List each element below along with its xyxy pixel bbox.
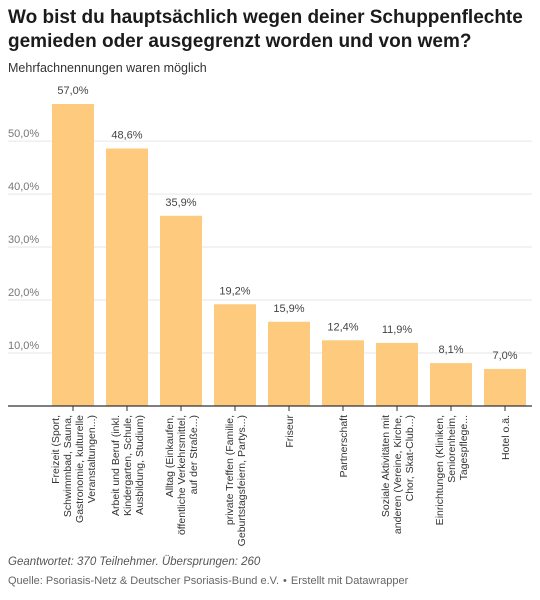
chart-title: Wo bist du hauptsächlich wegen deiner Sc… xyxy=(8,7,523,52)
x-tick-label: Freizeit (Sport,Schwimmbad, Sauna,Gastro… xyxy=(50,415,98,523)
source-separator: • xyxy=(283,575,287,587)
value-label: 8,1% xyxy=(438,344,463,356)
x-tick-label: Partnerschaft xyxy=(338,415,350,478)
y-tick-label: 50,0% xyxy=(8,128,39,140)
bar[interactable] xyxy=(376,342,418,406)
bar[interactable] xyxy=(160,215,202,406)
datawrapper-credit[interactable]: Erstellt mit Datawrapper xyxy=(290,575,409,587)
value-label: 7,0% xyxy=(492,350,517,362)
bar[interactable] xyxy=(106,148,148,407)
bar[interactable] xyxy=(52,104,94,406)
bar[interactable] xyxy=(214,304,256,406)
value-label: 12,4% xyxy=(327,321,358,333)
y-tick-label: 40,0% xyxy=(8,181,39,193)
bars xyxy=(52,104,526,407)
bar[interactable] xyxy=(322,340,364,406)
value-label: 19,2% xyxy=(219,285,250,297)
value-label: 48,6% xyxy=(111,130,142,142)
chart-subtitle: Mehrfachnennungen waren möglich xyxy=(8,61,207,75)
bar[interactable] xyxy=(268,321,310,406)
x-tick-label: Einrichtungen (Kliniken,Seniorenheim,Tag… xyxy=(434,415,470,525)
value-label: 15,9% xyxy=(273,303,304,315)
y-tick-label: 10,0% xyxy=(8,340,39,352)
source-line: Quelle: Psoriasis-Netz & Deutscher Psori… xyxy=(8,575,408,587)
value-label: 57,0% xyxy=(57,85,88,97)
value-labels: 57,0% 48,6% 35,9% 19,2% 15,9% 12,4% 11,9% 8,1% 7… xyxy=(57,85,517,362)
response-note: Geantwortet: 370 Teilnehmer. Übersprunge… xyxy=(8,556,261,568)
x-axis: Freizeit (Sport,Schwimmbad, Sauna,Gastro… xyxy=(8,405,532,546)
value-label: 35,9% xyxy=(165,197,196,209)
x-tick-label: Soziale Aktivitäten mitanderen (Vereine,… xyxy=(380,415,416,534)
x-tick-label: Alltag (Einkaufen,öffentliche Verkehrsmi… xyxy=(164,415,200,535)
value-label: 11,9% xyxy=(382,324,413,336)
bar[interactable] xyxy=(484,368,526,406)
x-tick-label: Arbeit und Beruf (inkl.Kindergarten, Sch… xyxy=(110,415,146,516)
x-tick-label: Hotel o.ä. xyxy=(500,415,512,460)
source-text: Quelle: Psoriasis-Netz & Deutscher Psori… xyxy=(8,575,280,587)
x-tick-label: private Treffen (Familie,Geburtstagsfeie… xyxy=(224,415,248,546)
y-tick-label: 30,0% xyxy=(8,234,39,246)
y-tick-label: 20,0% xyxy=(8,287,39,299)
bar[interactable] xyxy=(430,363,472,406)
x-tick-label: Friseur xyxy=(284,414,296,447)
